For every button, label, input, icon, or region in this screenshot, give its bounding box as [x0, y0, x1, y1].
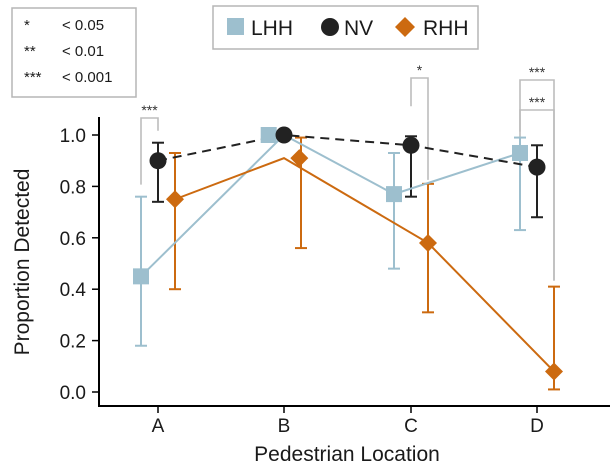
series-lines — [140, 133, 555, 373]
key-label-2: < 0.01 — [62, 43, 104, 60]
x-tick-label: B — [278, 416, 291, 437]
y-tick-label: 0.2 — [60, 332, 86, 353]
key-symbol-3: *** — [24, 69, 42, 86]
y-tick-label: 1.0 — [60, 126, 86, 147]
significance-bracket — [140, 117, 159, 185]
error-bars — [135, 135, 560, 391]
y-tick-label: 0.6 — [60, 229, 86, 250]
data-point-lhh — [260, 127, 277, 143]
data-point-rhh — [166, 190, 184, 209]
key-symbol-1: * — [24, 17, 30, 34]
data-markers — [133, 126, 563, 381]
data-point-lhh — [512, 144, 528, 161]
significance-label: *** — [141, 102, 158, 118]
x-tick-label: C — [404, 416, 418, 437]
data-point-nv — [402, 136, 420, 154]
y-axis-ticks: 0.0 0.2 0.4 0.6 0.8 1.0 — [60, 126, 99, 404]
x-axis-title: Pedestrian Location — [254, 443, 440, 466]
series-line-rhh — [174, 157, 555, 373]
legend: LHH NV RHH — [212, 5, 479, 50]
x-tick-label: D — [530, 416, 544, 437]
series-line-lhh — [140, 133, 521, 278]
data-point-nv — [275, 126, 293, 144]
data-point-rhh — [419, 233, 437, 252]
data-point-rhh — [290, 149, 309, 168]
key-label-3: < 0.001 — [62, 69, 112, 86]
legend-label-lhh: LHH — [251, 17, 293, 40]
y-axis-title: Proportion Detected — [11, 169, 34, 356]
x-axis-ticks: A B C D — [152, 406, 544, 437]
significance-key: * < 0.05 ** < 0.01 *** < 0.001 — [11, 7, 137, 98]
significance-key-box — [11, 7, 137, 98]
y-tick-label: 0.4 — [60, 280, 87, 301]
y-tick-label: 0.8 — [60, 177, 86, 198]
y-tick-label: 0.0 — [60, 383, 86, 404]
key-label-1: < 0.05 — [62, 17, 104, 34]
significance-label: *** — [529, 94, 546, 110]
significance-brackets: **** ****** — [140, 62, 555, 281]
data-point-lhh — [386, 186, 402, 203]
legend-marker-rhh — [395, 17, 415, 37]
significance-label: * — [417, 62, 423, 78]
significance-label: *** — [529, 64, 546, 80]
legend-label-nv: NV — [344, 17, 373, 40]
data-point-lhh — [133, 268, 149, 285]
legend-label-rhh: RHH — [423, 17, 469, 40]
legend-marker-nv — [321, 18, 339, 36]
significance-bracket — [410, 77, 429, 180]
key-symbol-2: ** — [24, 43, 36, 60]
x-tick-label: A — [152, 416, 165, 437]
legend-marker-lhh — [227, 18, 244, 35]
significance-bracket — [519, 109, 555, 281]
series-line-nv — [157, 133, 538, 169]
data-point-rhh — [545, 362, 563, 381]
legend-box — [212, 5, 479, 50]
data-point-nv — [149, 152, 167, 170]
data-point-nv — [528, 158, 546, 176]
